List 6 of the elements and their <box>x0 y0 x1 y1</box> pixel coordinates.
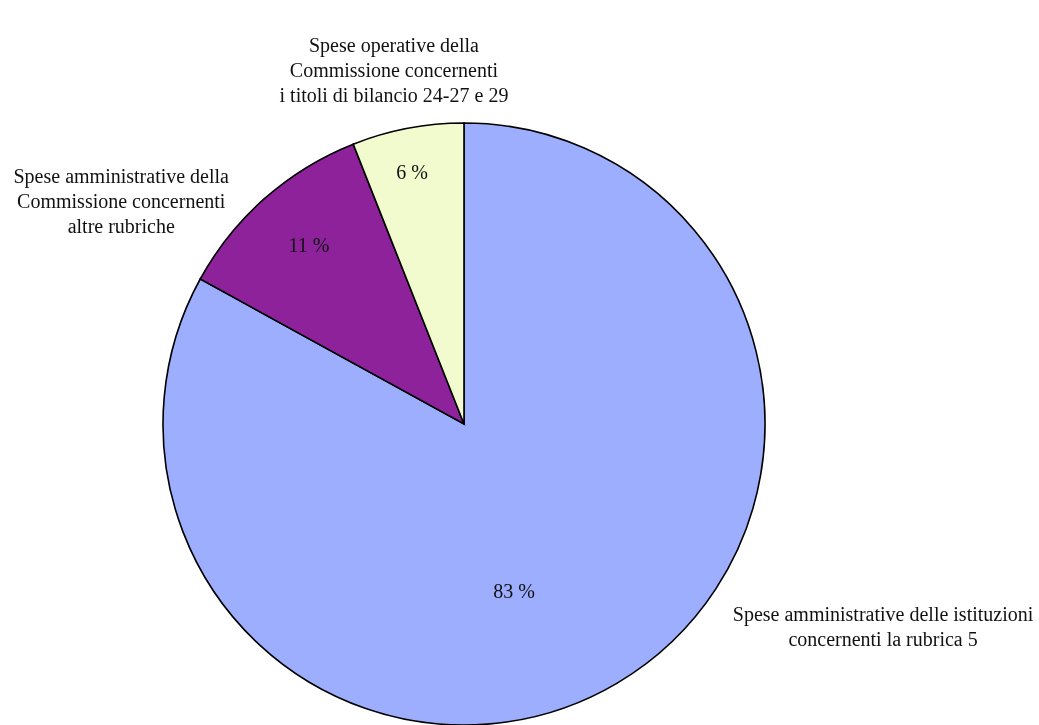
data-label: 83 % <box>493 579 535 602</box>
slice-label: Spese amministrative della Commissione concernenti altre rubriche <box>13 164 230 237</box>
data-label: 11 % <box>288 234 330 257</box>
slice-label: Spese operative della Commissione concernenti i titoli di bilancio 24-27 e 29 <box>279 34 509 107</box>
slice-label: Spese amministrative delle istituzioni concernenti la rubrica 5 <box>732 602 1034 650</box>
data-label: 6 % <box>396 160 428 183</box>
